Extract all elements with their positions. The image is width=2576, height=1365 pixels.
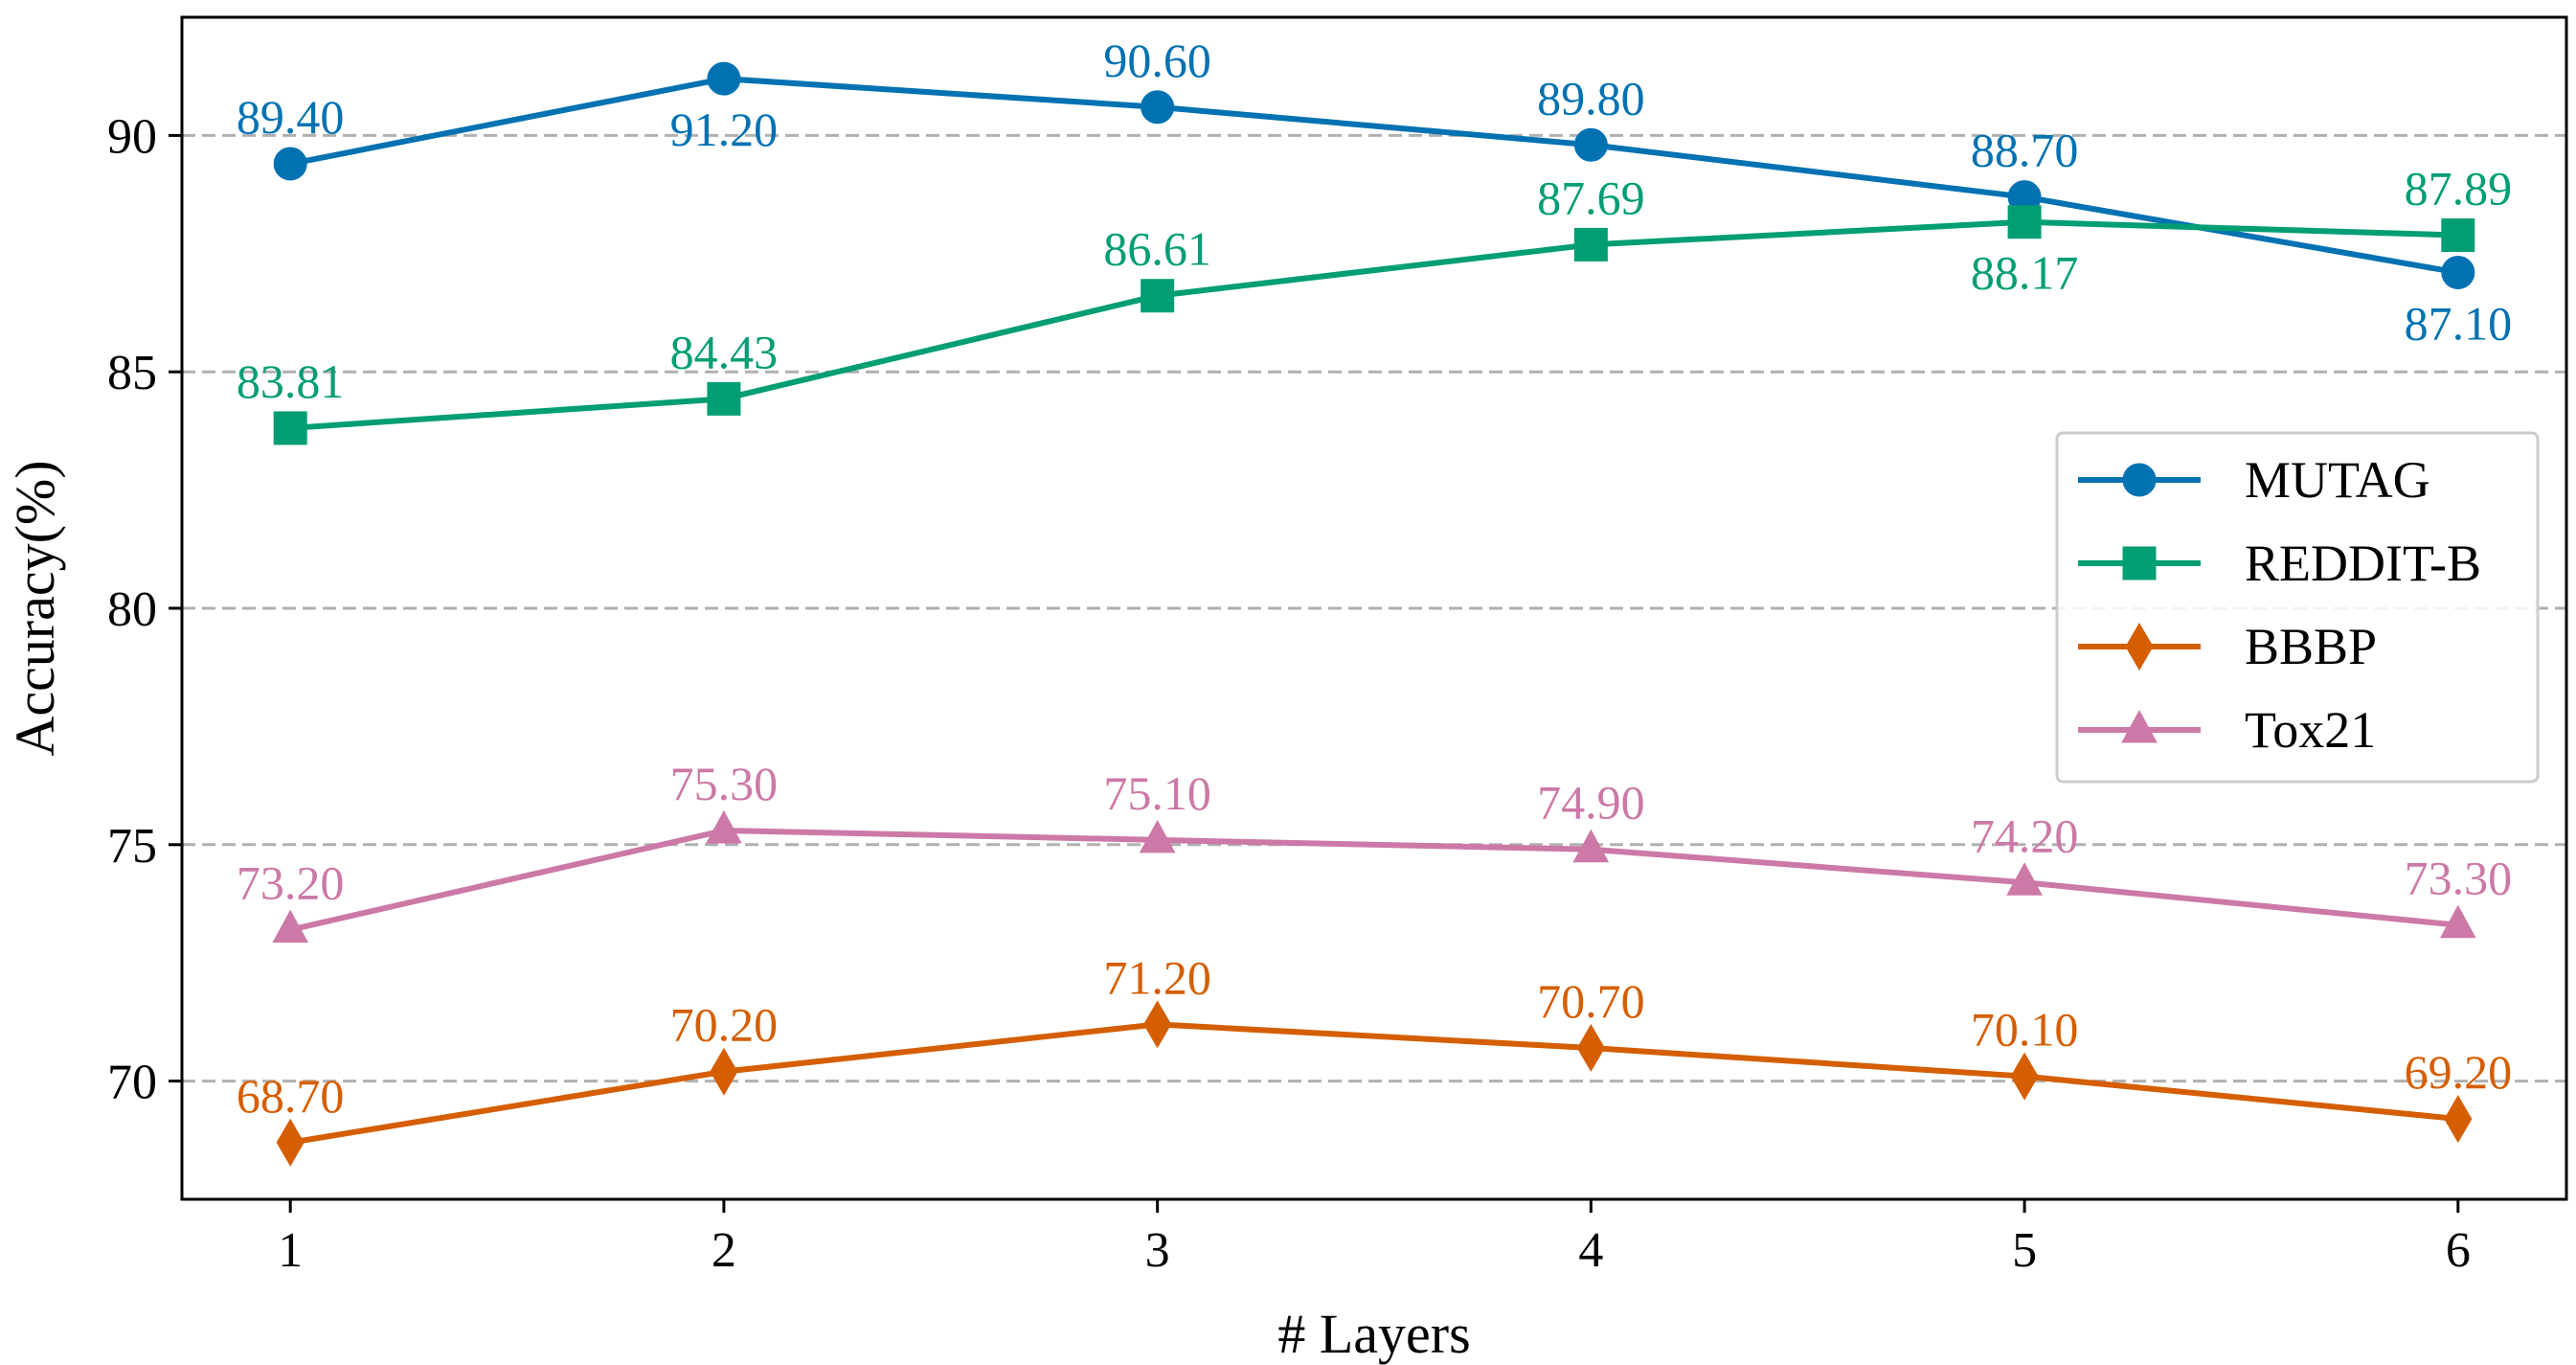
x-tick-label: 1 — [278, 1223, 303, 1278]
data-label-mutag: 90.60 — [1103, 34, 1211, 87]
data-point-tox21 — [2439, 904, 2476, 939]
legend-label-tox21: Tox21 — [2245, 701, 2376, 759]
data-point-reddit-b — [1141, 279, 1175, 313]
data-label-bbbp: 70.10 — [1971, 1003, 2079, 1057]
data-label-tox21: 75.10 — [1103, 766, 1211, 820]
legend-label-reddit-b: REDDIT-B — [2245, 535, 2481, 592]
data-point-bbbp — [2010, 1052, 2039, 1101]
data-label-reddit-b: 83.81 — [237, 354, 345, 408]
data-label-reddit-b: 88.17 — [1971, 246, 2079, 300]
y-tick-label: 85 — [107, 346, 157, 400]
series-tox21 — [272, 809, 2476, 944]
series-reddit-b — [273, 205, 2475, 445]
data-label-mutag: 91.20 — [670, 102, 779, 156]
axes: 70 75 80 85 90 1 2 3 4 5 6 — [107, 109, 2471, 1278]
data-label-reddit-b: 86.61 — [1103, 222, 1211, 276]
legend-marker-bbbp — [2125, 623, 2154, 671]
data-point-tox21 — [1572, 829, 1610, 863]
data-point-reddit-b — [2007, 205, 2042, 239]
data-label-reddit-b: 87.69 — [1537, 171, 1645, 224]
data-label-mutag: 89.80 — [1537, 71, 1645, 125]
legend-item-tox21: Tox21 — [2078, 701, 2376, 759]
data-point-tox21 — [272, 909, 309, 944]
series-bbbp — [276, 1000, 2473, 1167]
legend-marker-mutag — [2122, 463, 2157, 497]
data-point-reddit-b — [707, 381, 741, 416]
data-label-tox21: 74.20 — [1971, 808, 2079, 862]
data-point-bbbp — [710, 1047, 738, 1096]
data-label-bbbp: 68.70 — [237, 1069, 345, 1123]
data-point-tox21 — [1139, 819, 1176, 853]
x-tick-label: 2 — [712, 1223, 736, 1278]
data-point-mutag — [2441, 256, 2475, 290]
series-line-bbbp — [289, 1021, 2459, 1146]
y-tick-label: 70 — [107, 1056, 157, 1110]
data-point-mutag — [1141, 90, 1175, 125]
data-labels: 89.40 91.20 90.60 89.80 88.70 87.10 83.81 84.43… — [237, 34, 2512, 1123]
legend-item-reddit-b: REDDIT-B — [2078, 535, 2481, 592]
x-tick-label: 6 — [2446, 1223, 2471, 1278]
x-tick-label: 5 — [2012, 1223, 2037, 1278]
data-point-bbbp — [1576, 1024, 1605, 1073]
series-line-reddit-b — [289, 218, 2458, 431]
data-point-bbbp — [1143, 1000, 1172, 1049]
legend-marker-tox21 — [2121, 709, 2158, 743]
legend-box — [2055, 431, 2540, 784]
data-label-mutag: 88.70 — [1971, 124, 2079, 177]
y-tick-label: 80 — [107, 582, 157, 637]
x-tick-label: 3 — [1145, 1223, 1170, 1278]
data-label-bbbp: 69.20 — [2405, 1045, 2513, 1099]
data-point-mutag — [1573, 127, 1608, 162]
legend-item-mutag: MUTAG — [2078, 451, 2430, 509]
data-point-mutag — [273, 147, 307, 181]
x-tick-label: 4 — [1578, 1223, 1603, 1278]
data-point-mutag — [707, 61, 741, 96]
y-tick-label: 75 — [107, 819, 157, 874]
data-label-reddit-b: 84.43 — [670, 325, 779, 378]
legend-label-bbbp: BBBP — [2245, 618, 2377, 675]
data-label-tox21: 73.30 — [2405, 852, 2513, 905]
data-label-mutag: 87.10 — [2405, 297, 2513, 351]
y-tick-label: 90 — [107, 109, 157, 164]
data-point-reddit-b — [273, 411, 307, 445]
series-mutag — [273, 61, 2475, 290]
legend-item-bbbp: BBBP — [2078, 618, 2377, 675]
data-label-bbbp: 70.70 — [1537, 974, 1645, 1028]
data-label-bbbp: 70.20 — [670, 998, 779, 1052]
series-line-mutag — [289, 76, 2459, 276]
x-axis-title: # Layers — [1277, 1303, 1470, 1365]
data-point-bbbp — [2444, 1095, 2473, 1144]
data-label-reddit-b: 87.89 — [2405, 162, 2513, 216]
data-point-bbbp — [276, 1118, 305, 1167]
data-label-tox21: 73.20 — [237, 856, 345, 910]
data-point-reddit-b — [2441, 218, 2475, 253]
data-label-mutag: 89.40 — [237, 90, 345, 144]
data-label-bbbp: 71.20 — [1103, 950, 1211, 1004]
legend-label-mutag: MUTAG — [2245, 451, 2430, 509]
data-point-tox21 — [2006, 862, 2043, 896]
data-label-tox21: 75.30 — [670, 757, 779, 810]
y-axis-title: Accuracy(%) — [4, 460, 66, 756]
legend: MUTAG REDDIT-B BBBP Tox21 — [2055, 431, 2540, 784]
data-label-tox21: 74.90 — [1537, 776, 1645, 830]
data-point-tox21 — [706, 809, 742, 844]
data-point-reddit-b — [1573, 227, 1608, 262]
series-line-tox21 — [289, 827, 2459, 933]
series-lines — [272, 61, 2476, 1167]
legend-marker-reddit-b — [2122, 546, 2157, 580]
